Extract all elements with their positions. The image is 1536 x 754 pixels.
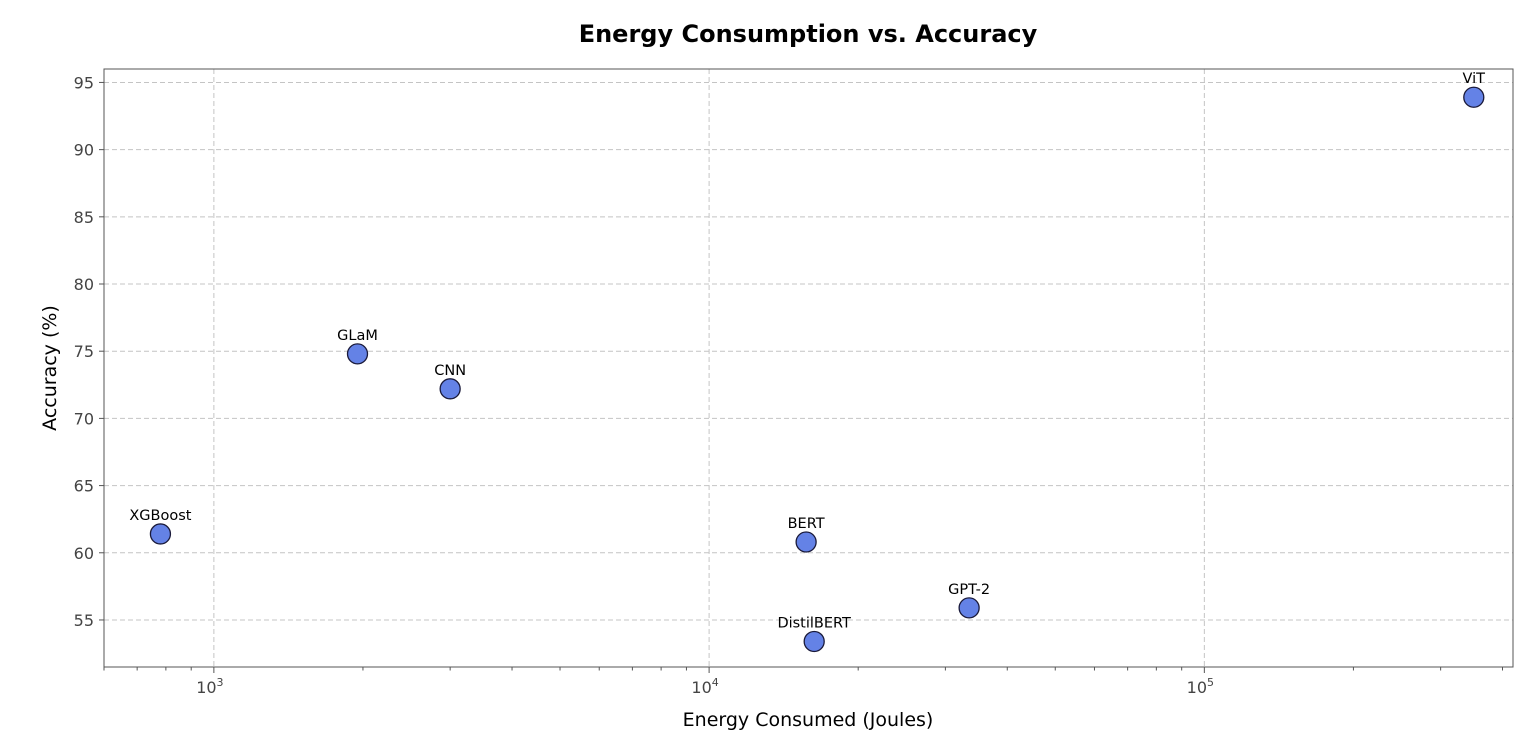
x-tick-label: 103 <box>196 676 223 697</box>
y-tick-label: 75 <box>74 342 94 361</box>
data-point <box>803 630 825 653</box>
y-tick-label: 85 <box>74 208 94 227</box>
x-tick-label: 104 <box>691 676 718 697</box>
y-tick-label: 70 <box>74 409 94 428</box>
data-point-label: BERT <box>788 516 825 532</box>
data-point <box>439 378 461 400</box>
x-tick-base: 10 <box>1187 678 1207 697</box>
data-point <box>149 523 172 545</box>
grid-layer <box>104 69 1513 667</box>
y-tick-label: 90 <box>74 141 94 160</box>
data-point-label: DistilBERT <box>777 615 851 631</box>
y-tick-label: 80 <box>74 275 94 294</box>
data-point-label: GPT-2 <box>948 582 990 598</box>
y-tick-label: 60 <box>74 544 94 563</box>
x-tick-base: 10 <box>196 678 216 697</box>
x-tick-label: 105 <box>1187 676 1214 697</box>
y-axis-label: Accuracy (%) <box>39 305 61 431</box>
data-point-label: XGBoost <box>129 508 191 524</box>
x-tick-exponent: 4 <box>712 676 719 689</box>
x-axis-label: Energy Consumed (Joules) <box>683 709 934 731</box>
data-point-label: ViT <box>1463 71 1486 87</box>
data-point <box>958 597 980 619</box>
y-tick-label: 95 <box>74 73 94 92</box>
data-point-label: CNN <box>434 363 466 379</box>
x-tick-base: 10 <box>691 678 711 697</box>
y-tick-label: 55 <box>74 611 94 630</box>
data-point <box>795 531 817 553</box>
x-tick-exponent: 5 <box>1207 676 1214 689</box>
data-point <box>1463 86 1485 108</box>
plot-area <box>103 68 1514 668</box>
chart-title: Energy Consumption vs. Accuracy <box>579 20 1038 48</box>
point-layer: XGBoost GLaM CNN BERT DistilBERT GPT-2 ViT <box>129 71 1486 653</box>
data-point <box>346 343 369 365</box>
data-point-label: GLaM <box>337 328 378 344</box>
x-tick-exponent: 3 <box>217 676 224 689</box>
y-tick-label: 65 <box>74 477 94 496</box>
